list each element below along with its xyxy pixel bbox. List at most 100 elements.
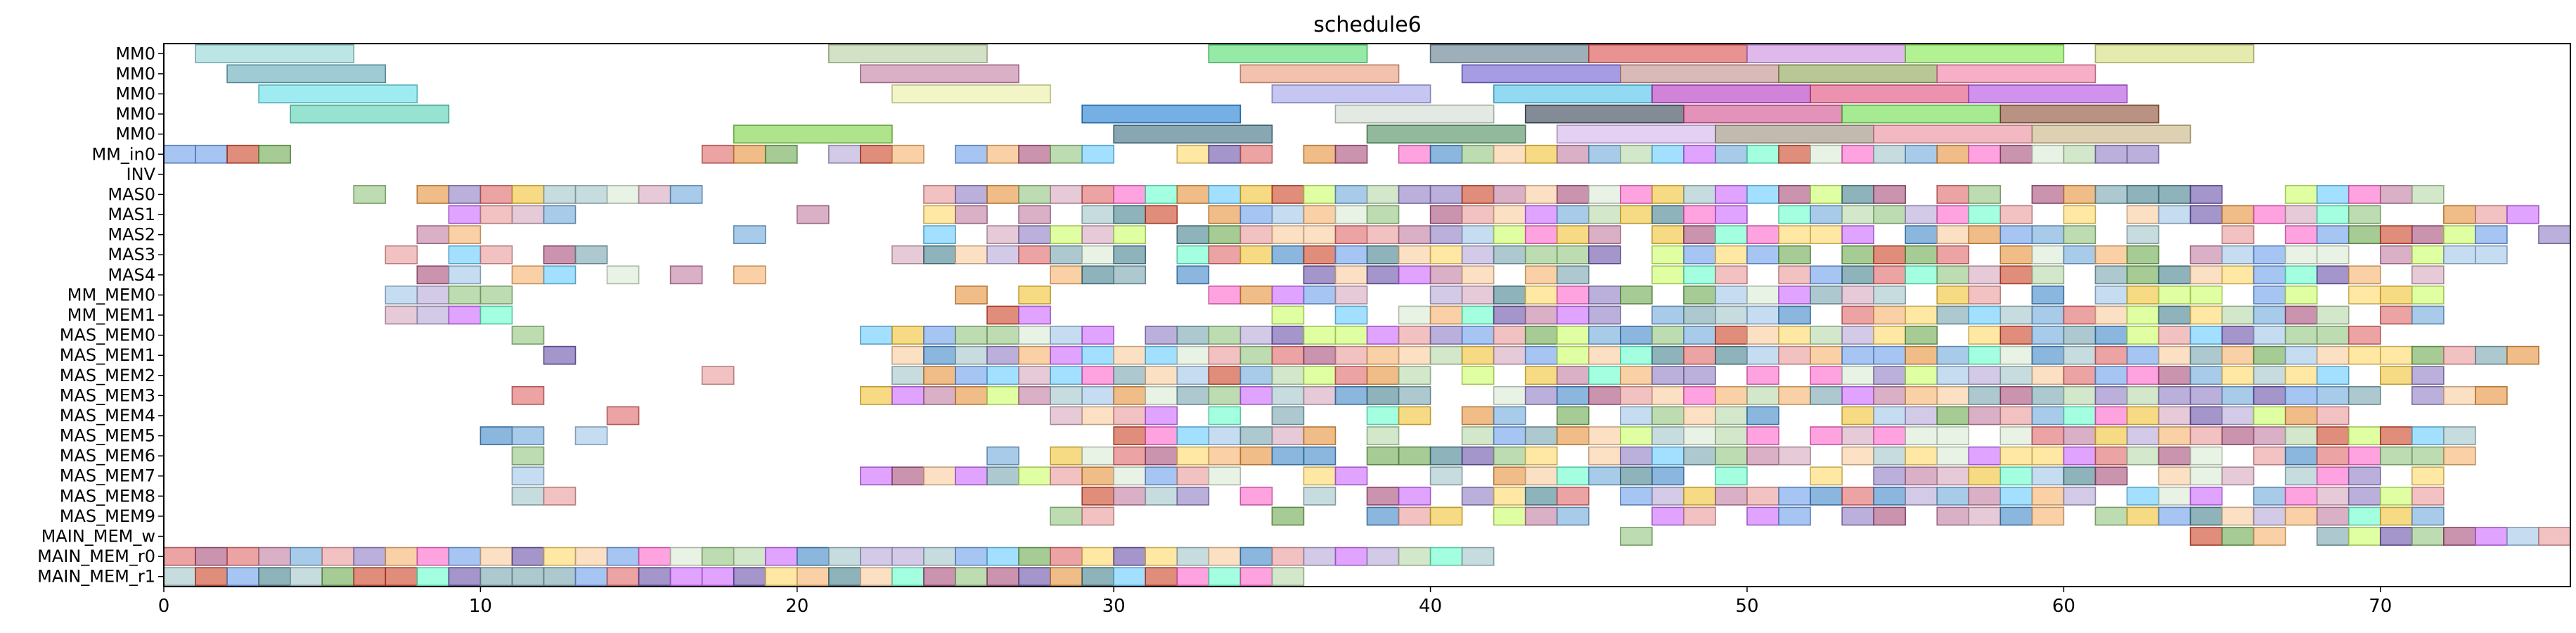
task-bar [1208, 345, 1242, 365]
x-tick-label: 70 [2369, 596, 2392, 617]
task-bar [1398, 366, 1431, 385]
y-tick-label: MM_MEM1 [67, 305, 155, 325]
task-bar [1208, 225, 1242, 245]
y-tick-label: MAS_MEM7 [60, 466, 155, 486]
task-bar [2379, 185, 2413, 204]
task-bar [2284, 265, 2318, 285]
task-bar [1746, 406, 1779, 426]
task-bar [2221, 245, 2255, 264]
task-bar [511, 426, 545, 445]
x-tick-label: 10 [469, 596, 492, 617]
task-bar [1620, 286, 1653, 305]
task-bar [1018, 205, 1051, 224]
task-bar [1271, 406, 1305, 426]
task-bar [1968, 385, 2002, 405]
task-bar [1461, 225, 1495, 245]
task-bar [2094, 446, 2128, 466]
task-bar [1651, 265, 1685, 285]
task-bar [195, 144, 228, 164]
task-bar [2253, 366, 2286, 385]
task-bar [1651, 366, 1685, 385]
task-bar [2158, 426, 2191, 445]
task-bar [1366, 366, 1400, 385]
task-bar [986, 326, 1019, 345]
task-bar [2316, 385, 2350, 405]
task-bar [1145, 205, 1178, 224]
task-bar [1334, 104, 1495, 124]
task-bar [1271, 345, 1305, 365]
task-bar [1461, 446, 1495, 466]
task-bar [1018, 546, 1051, 566]
task-bar [2031, 366, 2065, 385]
task-bar [2031, 185, 2065, 204]
task-bar [1588, 305, 1621, 325]
task-bar [1873, 345, 1906, 365]
task-bar [1239, 486, 1273, 506]
task-bar [2316, 466, 2350, 486]
task-bar [1936, 426, 1970, 445]
task-bar [1873, 506, 1906, 526]
task-bar [1018, 567, 1051, 587]
task-bar [1113, 385, 1147, 405]
task-bar [1936, 245, 1970, 264]
task-bar [511, 265, 545, 285]
task-bar [2443, 245, 2476, 264]
task-bar [1461, 345, 1495, 365]
task-bar [2158, 286, 2191, 305]
task-bar [986, 305, 1019, 325]
y-tick-label: MAS1 [108, 205, 155, 224]
task-bar [2189, 205, 2223, 224]
task-bar [2284, 326, 2318, 345]
task-bar [2094, 44, 2255, 63]
task-bar [891, 466, 925, 486]
task-bar [2316, 486, 2350, 506]
task-bar [1524, 185, 1558, 204]
task-bar [2284, 385, 2318, 405]
task-bar [923, 567, 956, 587]
task-bar [1208, 385, 1242, 405]
task-bar [1145, 567, 1178, 587]
task-bar [1905, 366, 1938, 385]
task-bar [1651, 305, 1685, 325]
y-tick-label: MAS_MEM9 [60, 506, 155, 526]
task-bar [891, 144, 925, 164]
task-bar [2443, 446, 2476, 466]
task-bar [1620, 446, 1653, 466]
task-bar [1556, 366, 1590, 385]
task-bar [1968, 144, 2002, 164]
task-bar [1081, 225, 1114, 245]
task-bar [606, 546, 640, 566]
task-bar [543, 345, 577, 365]
task-bar [2411, 366, 2445, 385]
task-bar [1999, 205, 2033, 224]
task-bar [1113, 245, 1147, 264]
task-bar [2063, 486, 2097, 506]
task-bar [2158, 466, 2191, 486]
task-bar [2253, 406, 2286, 426]
task-bar [2379, 245, 2413, 264]
task-bar [860, 144, 893, 164]
task-bar [511, 205, 545, 224]
task-bar [1050, 366, 1083, 385]
task-bar [2411, 527, 2445, 546]
task-bar [1461, 286, 1495, 305]
task-bar [2126, 406, 2160, 426]
task-bar [1239, 345, 1273, 365]
task-bar [1841, 385, 1874, 405]
task-bar [1398, 144, 1431, 164]
task-bar [1018, 185, 1051, 204]
task-bar [1429, 326, 1463, 345]
task-bar [1081, 466, 1114, 486]
task-bar [1398, 486, 1431, 506]
task-bar [1999, 446, 2033, 466]
task-bar [1145, 366, 1178, 385]
task-bar [2126, 326, 2160, 345]
task-bar [1303, 205, 1337, 224]
task-bar [1968, 326, 2002, 345]
task-bar [1778, 64, 1938, 84]
task-bar [1239, 446, 1273, 466]
task-bar [1018, 366, 1051, 385]
task-bar [1651, 245, 1685, 264]
task-bar [1999, 225, 2033, 245]
task-bar [2411, 185, 2445, 204]
